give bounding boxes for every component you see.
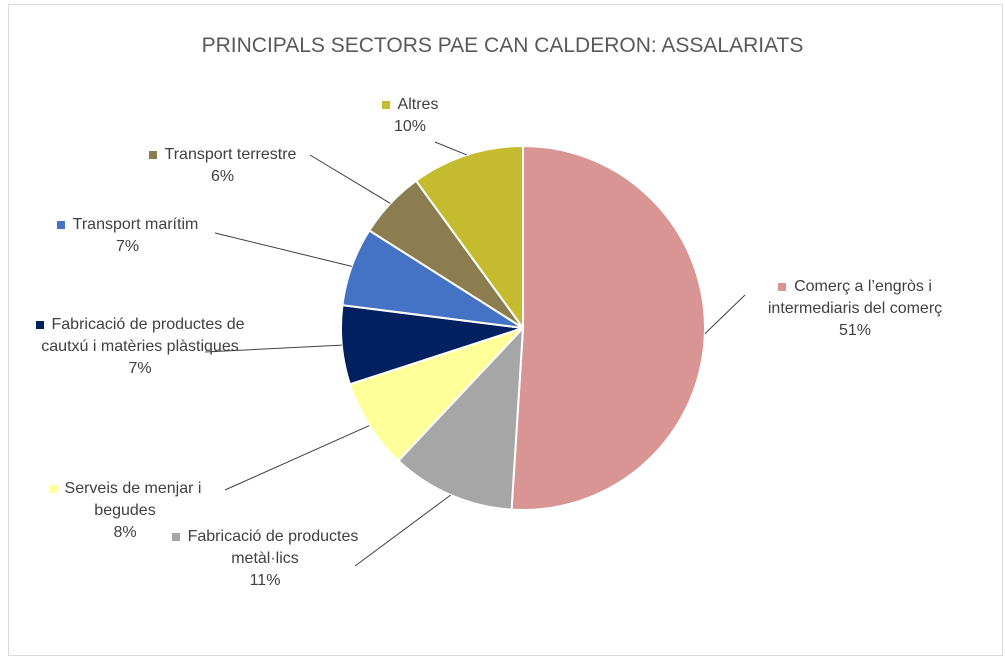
legend-key <box>48 484 57 493</box>
category-name: Comerç a l’engròs i intermediaris del co… <box>767 278 943 317</box>
data-label: Transport marítim 7% <box>20 214 235 258</box>
category-name: Transport terrestre <box>164 146 297 163</box>
legend-key <box>778 282 787 291</box>
legend-key <box>56 220 65 229</box>
legend-key <box>381 100 390 109</box>
data-label: Altres 10% <box>340 94 480 138</box>
label-value: 51% <box>838 322 872 339</box>
category-name: Serveis de menjar i begudes <box>64 480 202 519</box>
leader-line <box>354 494 452 567</box>
category-name: Altres <box>397 96 439 113</box>
chart-title: PRINCIPALS SECTORS PAE CAN CALDERON: ASS… <box>201 34 804 57</box>
label-value: 7% <box>128 360 152 377</box>
label-value: 6% <box>210 168 235 185</box>
legend-key <box>171 532 180 541</box>
label-name: Transport marítim <box>20 214 235 236</box>
data-label: Fabricació de productes metàl·lics 11% <box>160 526 370 592</box>
label-value: 7% <box>115 238 140 255</box>
leader-line <box>434 141 467 156</box>
label-name: Serveis de menjar i begudes <box>20 478 230 522</box>
data-label: Serveis de menjar i begudes 8% <box>20 478 230 544</box>
pie-slice <box>510 144 706 511</box>
data-label: Comerç a l’engròs i intermediaris del co… <box>750 276 960 342</box>
data-label: Fabricació de productes de cautxú i matè… <box>30 314 250 380</box>
label-name: Fabricació de productes metàl·lics <box>160 526 370 570</box>
leader-line <box>224 425 370 491</box>
label-value: 10% <box>393 118 427 135</box>
leader-line <box>204 344 342 353</box>
leader-line <box>309 154 391 204</box>
label-value: 8% <box>113 524 137 541</box>
leader-line <box>704 294 746 335</box>
legend-key <box>35 320 44 329</box>
pie-slice <box>414 144 524 332</box>
label-name: Transport terrestre <box>115 144 330 166</box>
category-name: Transport marítim <box>72 216 199 233</box>
pie-slice <box>348 327 524 463</box>
label-value: 11% <box>249 572 281 589</box>
data-label: Transport terrestre 6% <box>115 144 330 188</box>
category-name: Fabricació de productes metàl·lics <box>187 528 359 567</box>
chart-border <box>8 4 1003 656</box>
legend-key <box>148 150 157 159</box>
label-name: Altres <box>340 94 480 116</box>
label-name: Comerç a l’engròs i intermediaris del co… <box>750 276 960 320</box>
category-name: Fabricació de productes de cautxú i matè… <box>41 316 245 355</box>
label-name: Fabricació de productes de cautxú i matè… <box>30 314 250 358</box>
leader-line <box>214 232 352 267</box>
